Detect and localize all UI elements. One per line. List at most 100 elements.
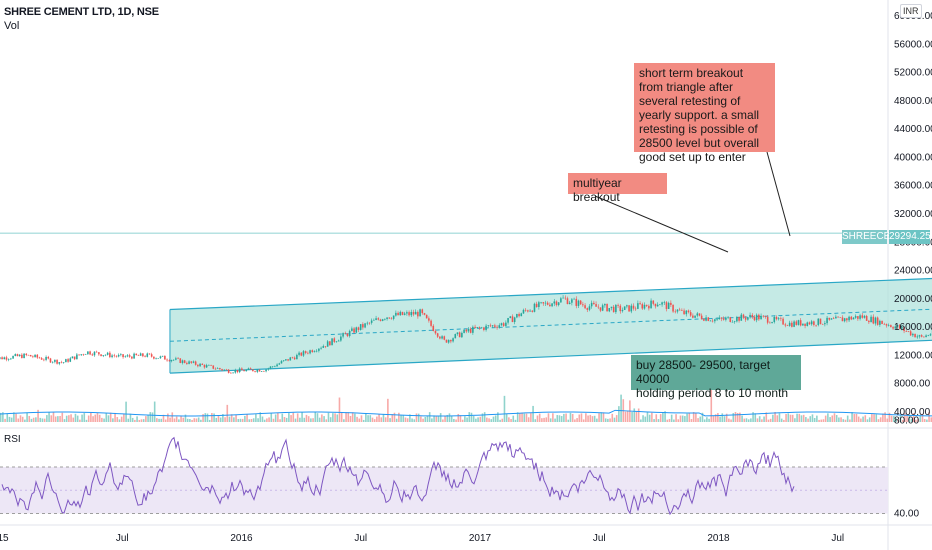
vol-label[interactable]: Vol xyxy=(4,20,20,32)
volume-bar xyxy=(492,416,495,422)
candle-body xyxy=(142,353,144,357)
volume-bar xyxy=(807,418,809,422)
volume-bar xyxy=(334,413,336,422)
candle-body xyxy=(29,354,32,357)
candle-body xyxy=(282,360,285,362)
volume-bar xyxy=(109,412,112,422)
candle-body xyxy=(824,323,826,325)
candle-body xyxy=(788,322,791,326)
volume-bar xyxy=(574,419,576,422)
candle-body xyxy=(315,350,318,352)
candle-body xyxy=(912,333,914,336)
volume-bar xyxy=(497,412,499,422)
candle-body xyxy=(280,361,283,364)
volume-bar xyxy=(321,414,323,422)
candle-body xyxy=(87,351,89,355)
volume-bar xyxy=(780,418,783,422)
candle-body xyxy=(612,306,615,313)
volume-bar xyxy=(356,416,358,422)
volume-bar xyxy=(30,418,33,422)
candle-body xyxy=(665,302,668,309)
candle-body xyxy=(731,321,734,323)
volume-bar xyxy=(294,418,297,422)
candle-body xyxy=(18,354,21,357)
candle-body xyxy=(390,318,393,320)
candle-body xyxy=(806,322,809,326)
candle-body xyxy=(694,315,696,318)
candle-body xyxy=(406,312,408,314)
candle-body xyxy=(744,317,747,320)
candle-body xyxy=(681,310,683,312)
candle-body xyxy=(230,372,232,374)
candle-body xyxy=(813,321,815,325)
volume-bar xyxy=(259,412,262,422)
volume-bar xyxy=(296,413,299,422)
candle-body xyxy=(628,305,630,312)
volume-bar xyxy=(703,419,706,422)
candle-body xyxy=(549,304,551,307)
candle-body xyxy=(436,333,439,337)
candle-body xyxy=(311,350,314,353)
volume-bar xyxy=(413,419,416,422)
volume-bar xyxy=(699,416,702,422)
candle-body xyxy=(329,341,331,346)
volume-bar xyxy=(384,417,387,422)
candle-body xyxy=(810,321,813,325)
volume-bar xyxy=(853,413,856,422)
price-tick-label: 52000.00 xyxy=(894,68,932,79)
volume-bar xyxy=(184,414,187,422)
volume-bar xyxy=(94,414,97,422)
candle-body xyxy=(109,352,111,358)
volume-bar xyxy=(611,413,614,422)
volume-bar xyxy=(620,394,622,422)
candle-body xyxy=(153,356,155,359)
price-tick-label: 8000.00 xyxy=(894,379,931,390)
candle-body xyxy=(49,358,52,363)
candle-body xyxy=(656,304,659,307)
volume-bar xyxy=(283,417,286,422)
leader-multiyear xyxy=(594,195,729,253)
volume-bar xyxy=(653,419,655,422)
candle-body xyxy=(386,317,388,319)
annotation-buy-target[interactable]: buy 28500- 29500, target 40000 holding p… xyxy=(631,355,801,400)
candle-body xyxy=(161,355,164,357)
candle-body xyxy=(7,359,10,360)
candle-body xyxy=(384,318,386,320)
annotation-multiyear-breakout[interactable]: multiyear breakout xyxy=(568,173,667,204)
volume-bar xyxy=(488,418,490,422)
candle-body xyxy=(133,353,135,359)
candle-body xyxy=(25,353,28,355)
volume-bar xyxy=(662,412,664,422)
candle-body xyxy=(302,351,305,356)
candle-body xyxy=(535,303,538,307)
candle-body xyxy=(291,357,294,359)
volume-bar xyxy=(829,417,831,422)
volume-bar xyxy=(692,412,695,422)
currency-button[interactable]: INR xyxy=(900,4,922,18)
volume-bar xyxy=(483,412,486,422)
volume-bar xyxy=(226,404,229,422)
annotation-triangle-breakout[interactable]: short term breakout from triangle after … xyxy=(634,63,775,164)
candle-body xyxy=(252,369,254,372)
volume-bar xyxy=(615,415,618,422)
symbol-title[interactable]: SHREE CEMENT LTD, 1D, NSE xyxy=(4,6,159,18)
volume-bar xyxy=(43,418,46,422)
volume-bar xyxy=(659,414,662,422)
candle-body xyxy=(678,309,681,311)
volume-bar xyxy=(435,415,438,422)
candle-body xyxy=(445,339,448,343)
volume-bar xyxy=(538,413,541,422)
volume-bar xyxy=(123,413,125,422)
candle-body xyxy=(685,310,688,315)
candle-body xyxy=(399,311,402,316)
price-tick-label: 12000.00 xyxy=(894,350,932,361)
candle-body xyxy=(487,325,490,326)
volume-bar xyxy=(422,418,424,422)
volume-histogram xyxy=(0,389,932,422)
candle-body xyxy=(716,319,718,320)
volume-bar xyxy=(545,417,548,422)
candle-body xyxy=(758,314,760,320)
volume-bar xyxy=(882,413,884,422)
candle-body xyxy=(353,328,355,333)
